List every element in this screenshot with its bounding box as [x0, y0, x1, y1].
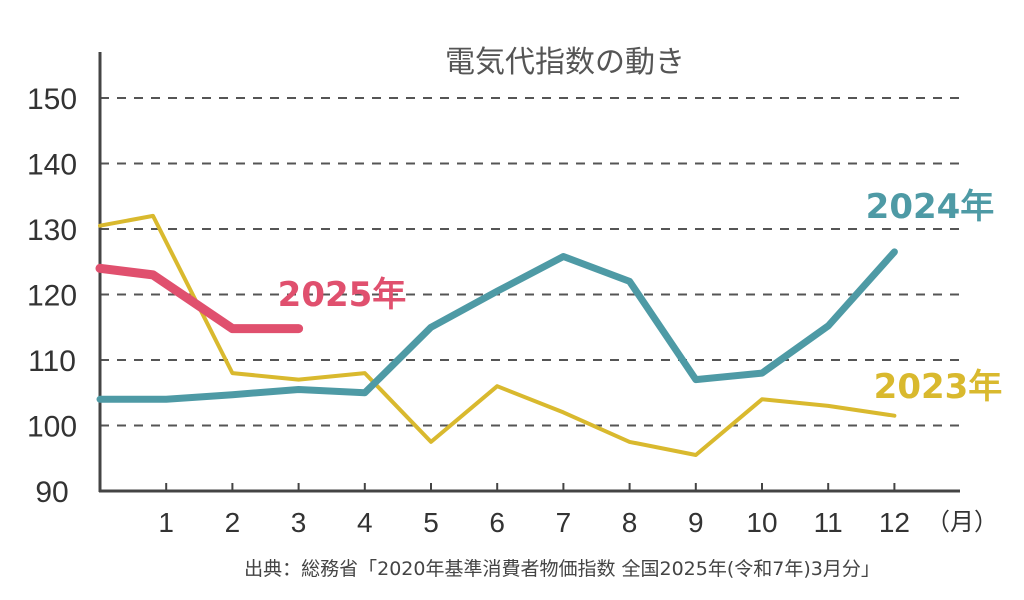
x-tick-label: 12 — [879, 507, 910, 538]
x-tick-label: 9 — [688, 507, 704, 538]
y-tick-label: 90 — [35, 476, 68, 509]
series-label-2024: 2024年 — [866, 187, 995, 227]
series-lines — [95, 213, 898, 457]
gridlines — [100, 97, 960, 427]
x-axis-unit: （月） — [926, 508, 998, 536]
x-tick-label: 2 — [225, 507, 241, 538]
x-tick-label: 4 — [357, 507, 373, 538]
x-tick-label: 8 — [622, 507, 638, 538]
y-tick-label: 140 — [27, 149, 77, 182]
x-tick-label: 1 — [158, 507, 174, 538]
y-tick-labels: 90 100 110 120 130 140 150 — [27, 83, 77, 509]
x-tick-label: 6 — [489, 507, 505, 538]
chart-title: 電気代指数の動き — [445, 45, 685, 80]
series-label-2023: 2023年 — [874, 367, 1003, 407]
y-tick-label: 130 — [27, 214, 77, 247]
series-line-2024 — [96, 248, 898, 403]
series-label-2025: 2025年 — [278, 275, 407, 315]
series-line-2023 — [98, 213, 897, 457]
series-line-2025 — [95, 263, 304, 334]
x-tick-label: 5 — [423, 507, 439, 538]
y-tick-label: 120 — [27, 280, 77, 313]
x-tick-labels: 1 2 3 4 5 6 7 8 9 10 11 12 — [158, 483, 910, 538]
x-tick-label: 3 — [291, 507, 307, 538]
x-tick-label: 10 — [746, 507, 777, 538]
x-tick-label: 7 — [556, 507, 572, 538]
y-tick-label: 150 — [27, 83, 77, 116]
y-tick-label: 100 — [27, 411, 77, 444]
source-note: 出典：総務省「2020年基準消費者物価指数 全国2025年(令和7年)3月分」 — [244, 558, 880, 580]
x-tick-label: 11 — [814, 507, 843, 538]
y-tick-label: 110 — [28, 345, 76, 378]
